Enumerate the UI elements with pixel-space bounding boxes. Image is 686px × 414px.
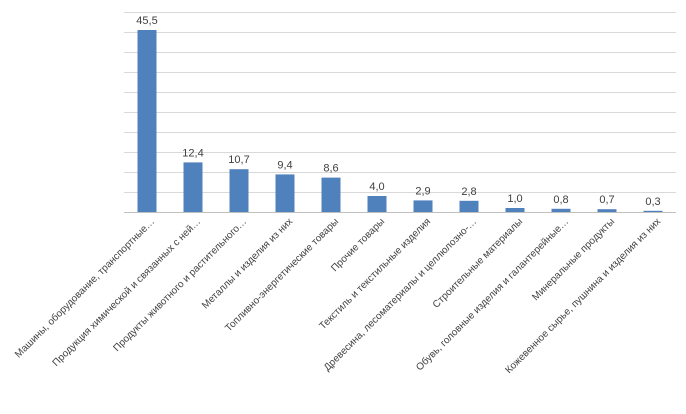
bars	[137, 30, 663, 212]
category-labels: Машины, оборудование, транспортные…Проду…	[12, 216, 663, 376]
data-label: 12,4	[182, 147, 203, 159]
bar	[321, 177, 341, 212]
data-label: 0,7	[599, 194, 614, 206]
category-label: Обувь, головные изделия и галантерейные…	[413, 216, 571, 374]
bar	[459, 200, 479, 212]
data-label: 2,9	[415, 185, 430, 197]
data-label: 9,4	[277, 159, 292, 171]
bar	[643, 210, 663, 212]
data-label: 10,7	[228, 154, 249, 166]
value-labels: 45,5 12,4 10,7 9,4 8,6 4,0 2,9 2,8 1,0 0,8 0,7 0,3	[136, 15, 660, 208]
bar	[367, 196, 387, 212]
bar	[551, 208, 571, 212]
category-label: Строительные материалы	[431, 216, 525, 310]
data-label: 0,3	[645, 196, 660, 208]
data-label: 45,5	[136, 15, 157, 27]
bar	[229, 169, 249, 212]
bar	[505, 208, 525, 212]
bar	[413, 200, 433, 212]
data-label: 8,6	[323, 163, 338, 175]
bar	[137, 30, 157, 212]
gridlines	[124, 12, 676, 213]
category-label: Кожевенное сырье, пушнина и изделия из н…	[503, 216, 663, 376]
data-label: 0,8	[553, 194, 568, 206]
category-label: Минеральные продукты	[530, 216, 617, 303]
bar	[275, 174, 295, 212]
category-label: Металлы и изделия из них	[200, 216, 295, 311]
bar	[597, 209, 617, 212]
data-label: 2,8	[461, 186, 476, 198]
data-label: 4,0	[369, 181, 384, 193]
bar	[183, 162, 203, 212]
data-label: 1,0	[507, 193, 522, 205]
